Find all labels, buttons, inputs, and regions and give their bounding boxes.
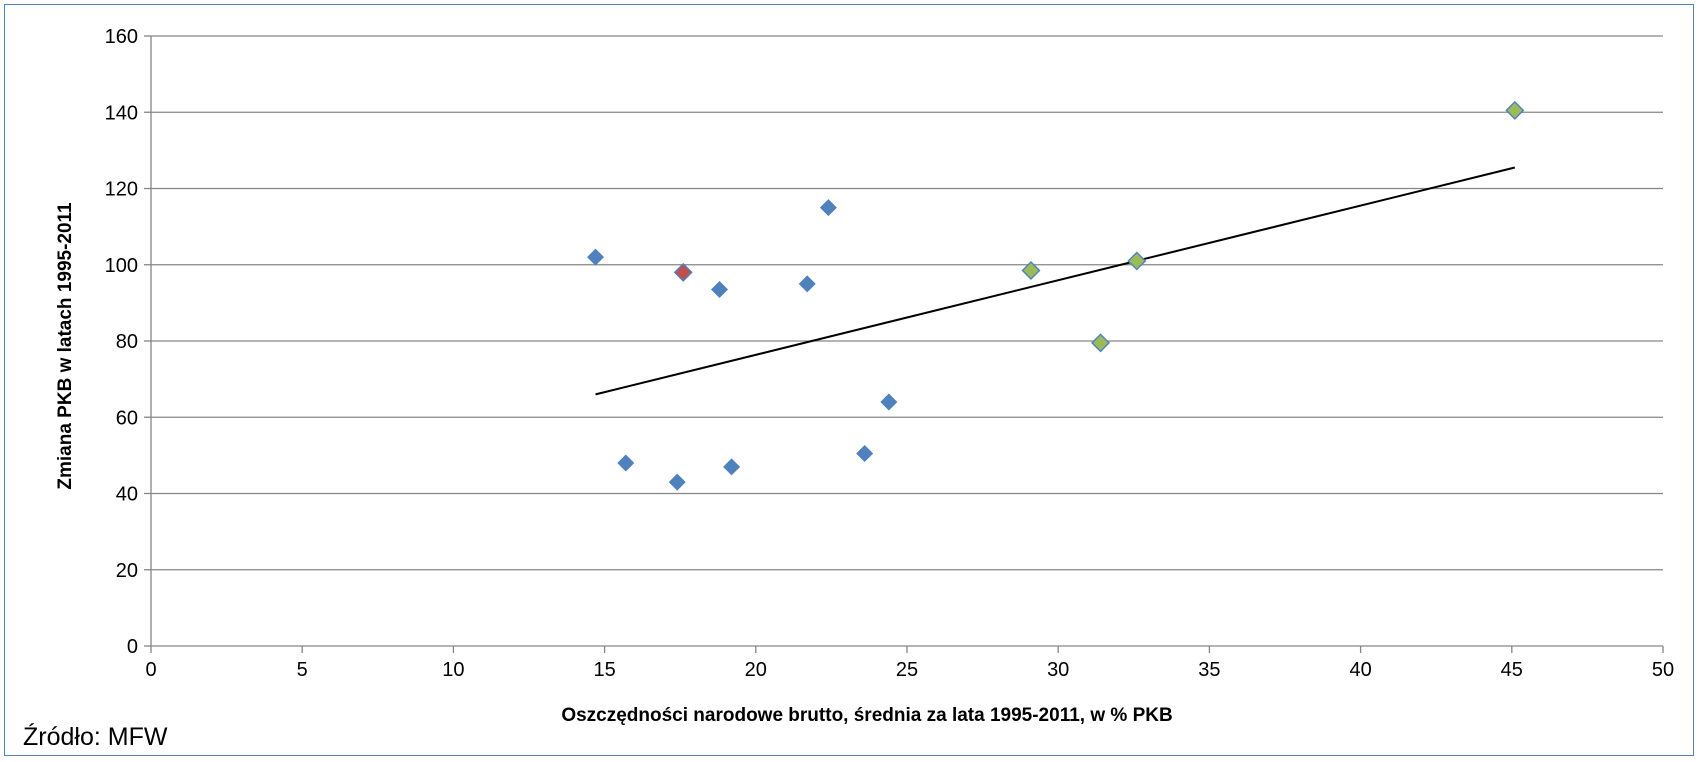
data-point bbox=[798, 275, 816, 293]
data-point bbox=[856, 444, 874, 462]
x-tick-label: 45 bbox=[1501, 659, 1523, 681]
y-tick-label: 160 bbox=[105, 26, 138, 48]
data-point bbox=[1127, 251, 1147, 271]
x-tick-label: 15 bbox=[593, 659, 615, 681]
y-tick-label: 40 bbox=[116, 484, 138, 506]
x-tick-labels: 0 5 10 15 20 25 30 35 40 45 50 bbox=[145, 659, 1674, 681]
data-point bbox=[673, 262, 693, 282]
x-tick-label: 25 bbox=[896, 659, 918, 681]
y-tick-labels: 0 20 40 60 80 100 120 140 160 bbox=[105, 26, 138, 658]
x-tick-label: 35 bbox=[1198, 659, 1220, 681]
data-point bbox=[819, 199, 837, 217]
source-note: Źródło: MFW bbox=[23, 723, 168, 751]
x-tick-label: 40 bbox=[1349, 659, 1371, 681]
chart-frame: 0 20 40 60 80 100 120 140 160 0 5 10 15 20 25 30 35 40 45… bbox=[4, 4, 1694, 756]
scatter-chart: 0 20 40 60 80 100 120 140 160 0 5 10 15 20 25 30 35 40 45… bbox=[55, 26, 1674, 726]
y-tick-label: 100 bbox=[105, 255, 138, 277]
x-axis-title: Oszczędności narodowe brutto, średnia za… bbox=[561, 705, 1172, 726]
data-points bbox=[587, 100, 1525, 491]
x-tick-label: 5 bbox=[297, 659, 308, 681]
data-point bbox=[880, 393, 898, 411]
data-point bbox=[668, 473, 686, 491]
trendline-layer bbox=[595, 166, 1516, 396]
axes bbox=[144, 35, 1664, 653]
x-tick-label: 30 bbox=[1047, 659, 1069, 681]
x-tick-label: 10 bbox=[442, 659, 464, 681]
trendline bbox=[595, 166, 1516, 396]
data-point bbox=[587, 248, 605, 266]
x-tick-label: 20 bbox=[745, 659, 767, 681]
y-tick-label: 20 bbox=[116, 560, 138, 582]
data-point bbox=[617, 454, 635, 472]
x-tick-label: 50 bbox=[1652, 659, 1674, 681]
y-tick-label: 120 bbox=[105, 179, 138, 201]
x-tick-label: 0 bbox=[145, 659, 156, 681]
data-point bbox=[1021, 260, 1041, 280]
y-tick-label: 0 bbox=[127, 636, 138, 658]
y-tick-label: 60 bbox=[116, 407, 138, 429]
gridlines bbox=[151, 35, 1663, 571]
y-tick-label: 140 bbox=[105, 102, 138, 124]
data-point bbox=[723, 458, 741, 476]
data-point bbox=[1091, 333, 1111, 353]
data-point bbox=[711, 281, 729, 299]
y-axis-title: Zmiana PKB w latach 1995-2011 bbox=[55, 202, 76, 490]
y-tick-label: 80 bbox=[116, 331, 138, 353]
data-point bbox=[1505, 100, 1525, 120]
